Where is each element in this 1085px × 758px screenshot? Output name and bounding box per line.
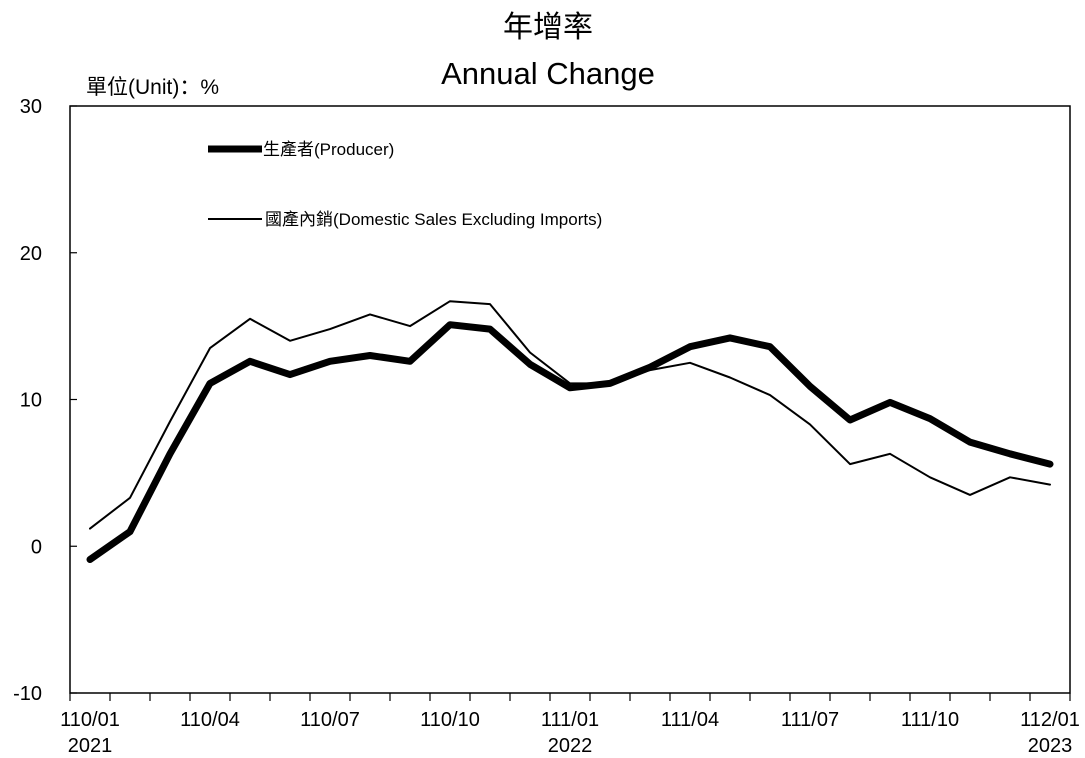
y-tick-label: 20 [20, 243, 42, 265]
unit-label: 單位(Unit)：% [86, 76, 219, 99]
y-tick-label: -10 [13, 683, 42, 705]
legend-label-producer: 生產者(Producer) [263, 140, 394, 159]
x-tick-label: 110/04 [180, 709, 240, 731]
x-tick-label: 112/01 [1020, 709, 1080, 731]
x-tick-label: 110/10 [420, 709, 480, 731]
x-year-label: 2021 [68, 735, 113, 757]
x-tick-label: 111/10 [901, 709, 959, 731]
series-line-producer [86, 321, 1054, 563]
y-tick-label: 10 [20, 390, 42, 412]
y-axis: 30 20 10 0 -10 [13, 96, 77, 705]
x-tick-label: 110/07 [300, 709, 360, 731]
legend: 生產者(Producer) 國產內銷(Domestic Sales Exclud… [208, 140, 602, 229]
x-tick-label: 111/01 [541, 709, 599, 731]
x-year-label: 2022 [548, 735, 593, 757]
series-layer [86, 300, 1054, 563]
chart-title: 年增率 [503, 10, 593, 45]
series-line-domestic [89, 300, 1051, 530]
chart-subtitle: Annual Change [441, 56, 655, 91]
legend-label-domestic: 國產內銷(Domestic Sales Excluding Imports) [265, 210, 602, 229]
y-tick-label: 0 [31, 536, 42, 558]
y-tick-label: 30 [20, 96, 42, 118]
x-year-label: 2023 [1028, 735, 1073, 757]
plot-area [69, 105, 1071, 694]
x-tick-label: 110/01 [60, 709, 120, 731]
x-axis: 110/01 2021 110/04 110/07 110/10 111/01 2022 11… [60, 693, 1080, 757]
x-tick-label: 111/07 [781, 709, 839, 731]
x-tick-label: 111/04 [661, 709, 719, 731]
